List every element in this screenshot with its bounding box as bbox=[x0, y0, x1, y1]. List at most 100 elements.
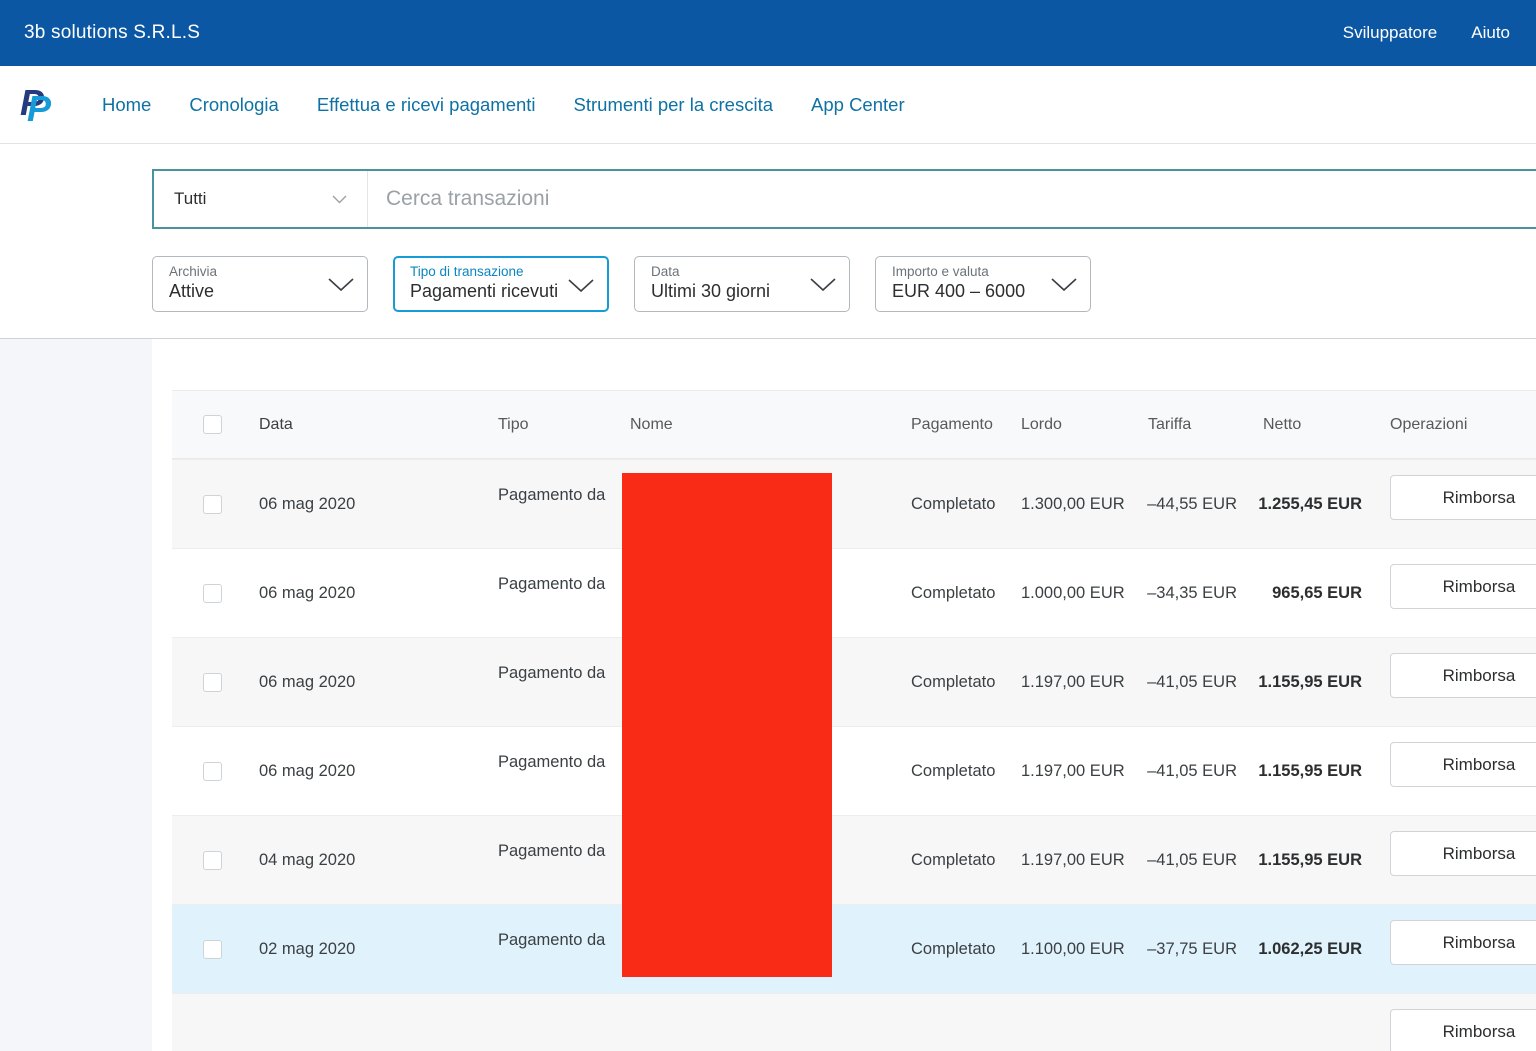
cell-fee: –41,05 EUR bbox=[1147, 761, 1237, 780]
content-area: Data Tipo Nome Pagamento Lordo Tariffa N… bbox=[0, 339, 1536, 1051]
refund-button[interactable]: Rimborsa bbox=[1390, 742, 1536, 787]
search-box: Tutti bbox=[152, 169, 1536, 229]
nav-item-app-center[interactable]: App Center bbox=[811, 93, 905, 115]
cell-type: Pagamento da bbox=[498, 574, 606, 593]
select-all-checkbox[interactable] bbox=[203, 415, 222, 434]
cell-net: 965,65 EUR bbox=[1272, 583, 1362, 602]
cell-gross: 1.300,00 EUR bbox=[1021, 494, 1125, 513]
column-header-pagamento: Pagamento bbox=[911, 415, 993, 433]
column-header-nome: Nome bbox=[630, 415, 673, 433]
paypal-logo[interactable]: P P bbox=[20, 81, 52, 129]
chevron-down-icon bbox=[328, 278, 354, 292]
column-header-tipo: Tipo bbox=[498, 415, 529, 433]
row-checkbox[interactable] bbox=[203, 939, 222, 959]
refund-button[interactable]: Rimborsa bbox=[1390, 475, 1536, 520]
filter-archivia[interactable]: Archivia Attive bbox=[152, 256, 368, 312]
cell-date: 04 mag 2020 bbox=[259, 850, 356, 869]
row-checkbox[interactable] bbox=[203, 761, 222, 781]
cell-type: Pagamento da bbox=[498, 930, 606, 949]
search-section: Tutti Archivia Attive Tipo di transazion… bbox=[0, 144, 1536, 339]
search-scope-value: Tutti bbox=[174, 189, 207, 208]
column-header-netto: Netto bbox=[1263, 415, 1302, 433]
filter-value: Attive bbox=[169, 281, 215, 301]
refund-button[interactable]: Rimborsa bbox=[1390, 1009, 1536, 1051]
cell-status: Completato bbox=[911, 850, 996, 869]
nav-item-cronologia[interactable]: Cronologia bbox=[189, 93, 279, 115]
cell-gross: 1.100,00 EUR bbox=[1021, 939, 1125, 958]
table-row[interactable]: 04 mag 2020 Pagamento da Completato 1.19… bbox=[172, 815, 1536, 904]
cell-gross: 1.197,00 EUR bbox=[1021, 850, 1125, 869]
filter-tipo-transazione[interactable]: Tipo di transazione Pagamenti ricevuti bbox=[393, 256, 609, 312]
table-row[interactable]: 06 mag 2020 Pagamento da Completato 1.30… bbox=[172, 459, 1536, 548]
cell-date: 06 mag 2020 bbox=[259, 494, 356, 513]
cell-gross: 1.000,00 EUR bbox=[1021, 583, 1125, 602]
topbar: 3b solutions S.R.L.S Sviluppatore Aiuto bbox=[0, 0, 1536, 66]
chevron-down-icon bbox=[1051, 278, 1077, 292]
cell-net: 1.155,95 EUR bbox=[1258, 672, 1362, 691]
cell-date: 06 mag 2020 bbox=[259, 761, 356, 780]
cell-status: Completato bbox=[911, 761, 996, 780]
cell-date: 02 mag 2020 bbox=[259, 939, 356, 958]
column-header-lordo: Lordo bbox=[1021, 415, 1062, 433]
cell-date: 06 mag 2020 bbox=[259, 672, 356, 691]
column-header-operazioni: Operazioni bbox=[1390, 415, 1468, 433]
table-row[interactable]: 06 mag 2020 Pagamento da Completato 1.19… bbox=[172, 726, 1536, 815]
transactions-card: Data Tipo Nome Pagamento Lordo Tariffa N… bbox=[152, 339, 1536, 1051]
row-checkbox[interactable] bbox=[203, 672, 222, 692]
filter-data[interactable]: Data Ultimi 30 giorni bbox=[634, 256, 850, 312]
cell-type: Pagamento da bbox=[498, 752, 606, 771]
filter-value: EUR 400 – 6000 bbox=[892, 281, 1026, 301]
search-divider bbox=[367, 171, 368, 227]
column-header-data: Data bbox=[259, 415, 293, 433]
cell-fee: –41,05 EUR bbox=[1147, 850, 1237, 869]
filter-value: Ultimi 30 giorni bbox=[651, 281, 771, 301]
refund-button[interactable]: Rimborsa bbox=[1390, 653, 1536, 698]
cell-status: Completato bbox=[911, 939, 996, 958]
refund-button[interactable]: Rimborsa bbox=[1390, 564, 1536, 609]
row-checkbox[interactable] bbox=[203, 850, 222, 870]
cell-net: 1.155,95 EUR bbox=[1258, 850, 1362, 869]
filter-label: Archivia bbox=[169, 264, 218, 279]
cell-gross: 1.197,00 EUR bbox=[1021, 761, 1125, 780]
main-nav: P P Home Cronologia Effettua e ricevi pa… bbox=[0, 66, 1536, 144]
search-input[interactable] bbox=[368, 171, 1536, 227]
cell-type: Pagamento da bbox=[498, 663, 606, 682]
chevron-down-icon bbox=[810, 278, 836, 292]
row-checkbox[interactable] bbox=[203, 494, 222, 514]
search-scope-dropdown[interactable]: Tutti bbox=[154, 171, 367, 227]
table-row-highlighted[interactable]: 02 mag 2020 Pagamento da Completato 1.10… bbox=[172, 904, 1536, 993]
table-header: Data Tipo Nome Pagamento Lordo Tariffa N… bbox=[172, 390, 1536, 459]
cell-status: Completato bbox=[911, 494, 996, 513]
cell-gross: 1.197,00 EUR bbox=[1021, 672, 1125, 691]
refund-button[interactable]: Rimborsa bbox=[1390, 920, 1536, 965]
cell-status: Completato bbox=[911, 583, 996, 602]
cell-fee: –44,55 EUR bbox=[1147, 494, 1237, 513]
refund-button[interactable]: Rimborsa bbox=[1390, 831, 1536, 876]
filter-label: Tipo di transazione bbox=[410, 264, 524, 279]
table-row[interactable]: 06 mag 2020 Pagamento da Completato 1.19… bbox=[172, 637, 1536, 726]
business-name: 3b solutions S.R.L.S bbox=[24, 22, 201, 43]
table-row[interactable]: 06 mag 2020 Pagamento da Completato 1.00… bbox=[172, 548, 1536, 637]
developer-link[interactable]: Sviluppatore bbox=[1342, 23, 1438, 42]
cell-net: 1.255,45 EUR bbox=[1258, 494, 1362, 513]
transactions-table: Data Tipo Nome Pagamento Lordo Tariffa N… bbox=[172, 390, 1536, 1051]
table-row-partial[interactable]: Rimborsa bbox=[172, 993, 1536, 1051]
filter-label: Data bbox=[651, 264, 680, 279]
row-checkbox[interactable] bbox=[203, 583, 222, 603]
cell-type: Pagamento da bbox=[498, 841, 606, 860]
cell-fee: –37,75 EUR bbox=[1147, 939, 1237, 958]
cell-fee: –41,05 EUR bbox=[1147, 672, 1237, 691]
cell-fee: –34,35 EUR bbox=[1147, 583, 1237, 602]
filter-importo-valuta[interactable]: Importo e valuta EUR 400 – 6000 bbox=[875, 256, 1091, 312]
cell-type: Pagamento da bbox=[498, 485, 606, 504]
chevron-down-icon bbox=[332, 195, 347, 203]
chevron-down-icon bbox=[568, 279, 594, 293]
nav-item-home[interactable]: Home bbox=[102, 93, 152, 115]
cell-net: 1.155,95 EUR bbox=[1258, 761, 1362, 780]
help-link[interactable]: Aiuto bbox=[1471, 23, 1510, 42]
redaction-overlay bbox=[622, 473, 832, 977]
nav-links: Home Cronologia Effettua e ricevi pagame… bbox=[102, 94, 905, 116]
nav-item-strumenti[interactable]: Strumenti per la crescita bbox=[573, 93, 774, 115]
nav-item-pagamenti[interactable]: Effettua e ricevi pagamenti bbox=[316, 93, 536, 115]
cell-status: Completato bbox=[911, 672, 996, 691]
